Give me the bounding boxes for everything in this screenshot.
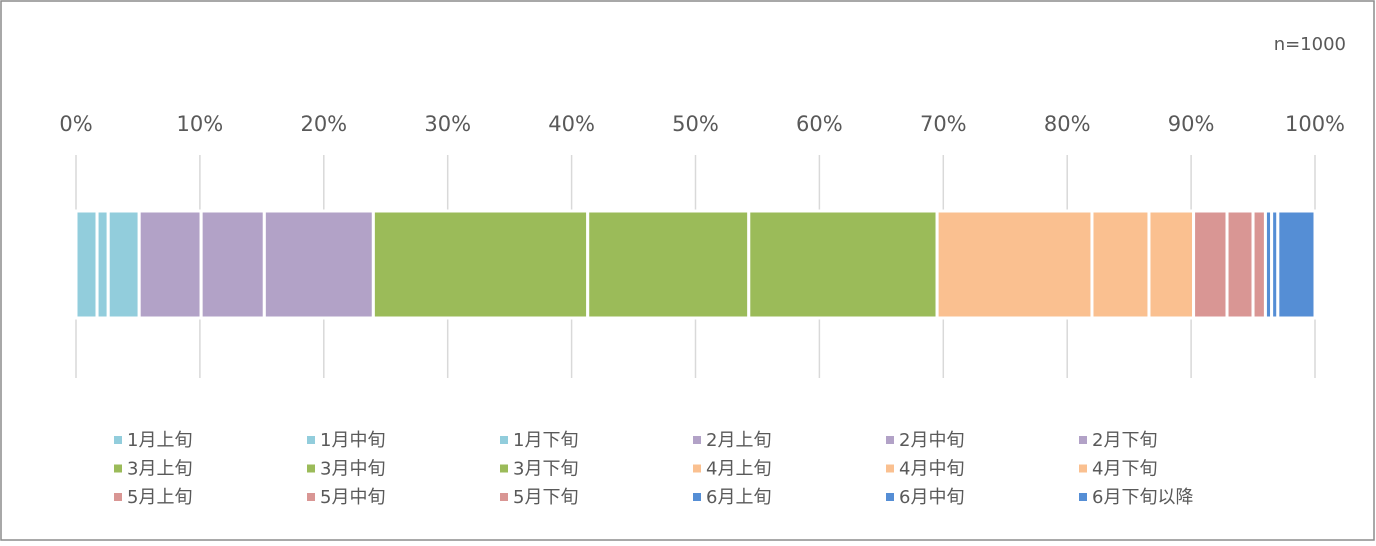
legend-label: 1月上旬 bbox=[127, 430, 192, 451]
annotation: n=1000 bbox=[1274, 34, 1346, 55]
legend-label: 4月上旬 bbox=[706, 459, 771, 480]
x-tick-label: 80% bbox=[1044, 112, 1091, 136]
legend-label: 2月中旬 bbox=[899, 430, 964, 451]
bar-segment bbox=[74, 209, 99, 320]
legend-label: 6月中旬 bbox=[899, 487, 964, 508]
bar-segment bbox=[1147, 209, 1196, 320]
legend-swatch bbox=[307, 464, 315, 473]
legend-label: 6月下旬以降 bbox=[1092, 487, 1193, 508]
legend-label: 5月上旬 bbox=[127, 487, 192, 508]
x-tick-label: 100% bbox=[1285, 112, 1345, 136]
bar-segment bbox=[1090, 209, 1151, 320]
legend-label: 1月下旬 bbox=[513, 430, 578, 451]
legend-swatch bbox=[114, 493, 122, 501]
legend-swatch bbox=[500, 464, 508, 473]
legend-label: 2月上旬 bbox=[706, 430, 771, 451]
legend-swatch bbox=[500, 493, 508, 501]
legend-swatch bbox=[114, 464, 122, 473]
bar-segment bbox=[1251, 209, 1267, 320]
legend-label: 5月中旬 bbox=[320, 487, 385, 508]
legend-swatch bbox=[307, 436, 315, 444]
legend-swatch bbox=[114, 436, 122, 444]
x-tick-label: 30% bbox=[424, 112, 471, 136]
legend-label: 2月下旬 bbox=[1092, 430, 1157, 451]
bar-segment bbox=[137, 209, 203, 320]
x-tick-label: 50% bbox=[672, 112, 719, 136]
x-tick-label: 40% bbox=[548, 112, 595, 136]
legend-swatch bbox=[693, 493, 701, 501]
legend-swatch bbox=[1079, 493, 1087, 501]
bar-segment bbox=[747, 209, 939, 320]
legend-swatch bbox=[693, 436, 701, 444]
x-tick-label: 60% bbox=[796, 112, 843, 136]
bar-segment bbox=[199, 209, 266, 320]
legend-swatch bbox=[1079, 436, 1087, 444]
bar-segment bbox=[106, 209, 141, 320]
x-tick-label: 10% bbox=[177, 112, 224, 136]
legend-swatch bbox=[307, 493, 315, 501]
x-tick-label: 90% bbox=[1168, 112, 1215, 136]
legend-label: 4月中旬 bbox=[899, 459, 964, 480]
bar-segment bbox=[1192, 209, 1229, 320]
bar-segment bbox=[95, 209, 110, 320]
legend-label: 1月中旬 bbox=[320, 430, 385, 451]
bar-segment bbox=[1225, 209, 1255, 320]
legend-label: 3月下旬 bbox=[513, 459, 578, 480]
bar-segment bbox=[935, 209, 1094, 320]
legend-swatch bbox=[886, 493, 894, 501]
legend-swatch bbox=[1079, 464, 1087, 473]
legend-label: 5月下旬 bbox=[513, 487, 578, 508]
bar-segment bbox=[586, 209, 751, 320]
legend-label: 4月下旬 bbox=[1092, 459, 1157, 480]
bar-segment bbox=[262, 209, 375, 320]
bar-segment bbox=[1276, 209, 1317, 320]
bar-segment bbox=[371, 209, 590, 320]
x-tick-label: 0% bbox=[59, 112, 92, 136]
legend-swatch bbox=[500, 436, 508, 444]
legend-label: 6月上旬 bbox=[706, 487, 771, 508]
legend-swatch bbox=[693, 464, 701, 473]
legend-label: 3月中旬 bbox=[320, 459, 385, 480]
legend-swatch bbox=[886, 464, 894, 473]
legend-swatch bbox=[886, 436, 894, 444]
legend-label: 3月上旬 bbox=[127, 459, 192, 480]
x-tick-label: 20% bbox=[300, 112, 347, 136]
x-tick-label: 70% bbox=[920, 112, 967, 136]
